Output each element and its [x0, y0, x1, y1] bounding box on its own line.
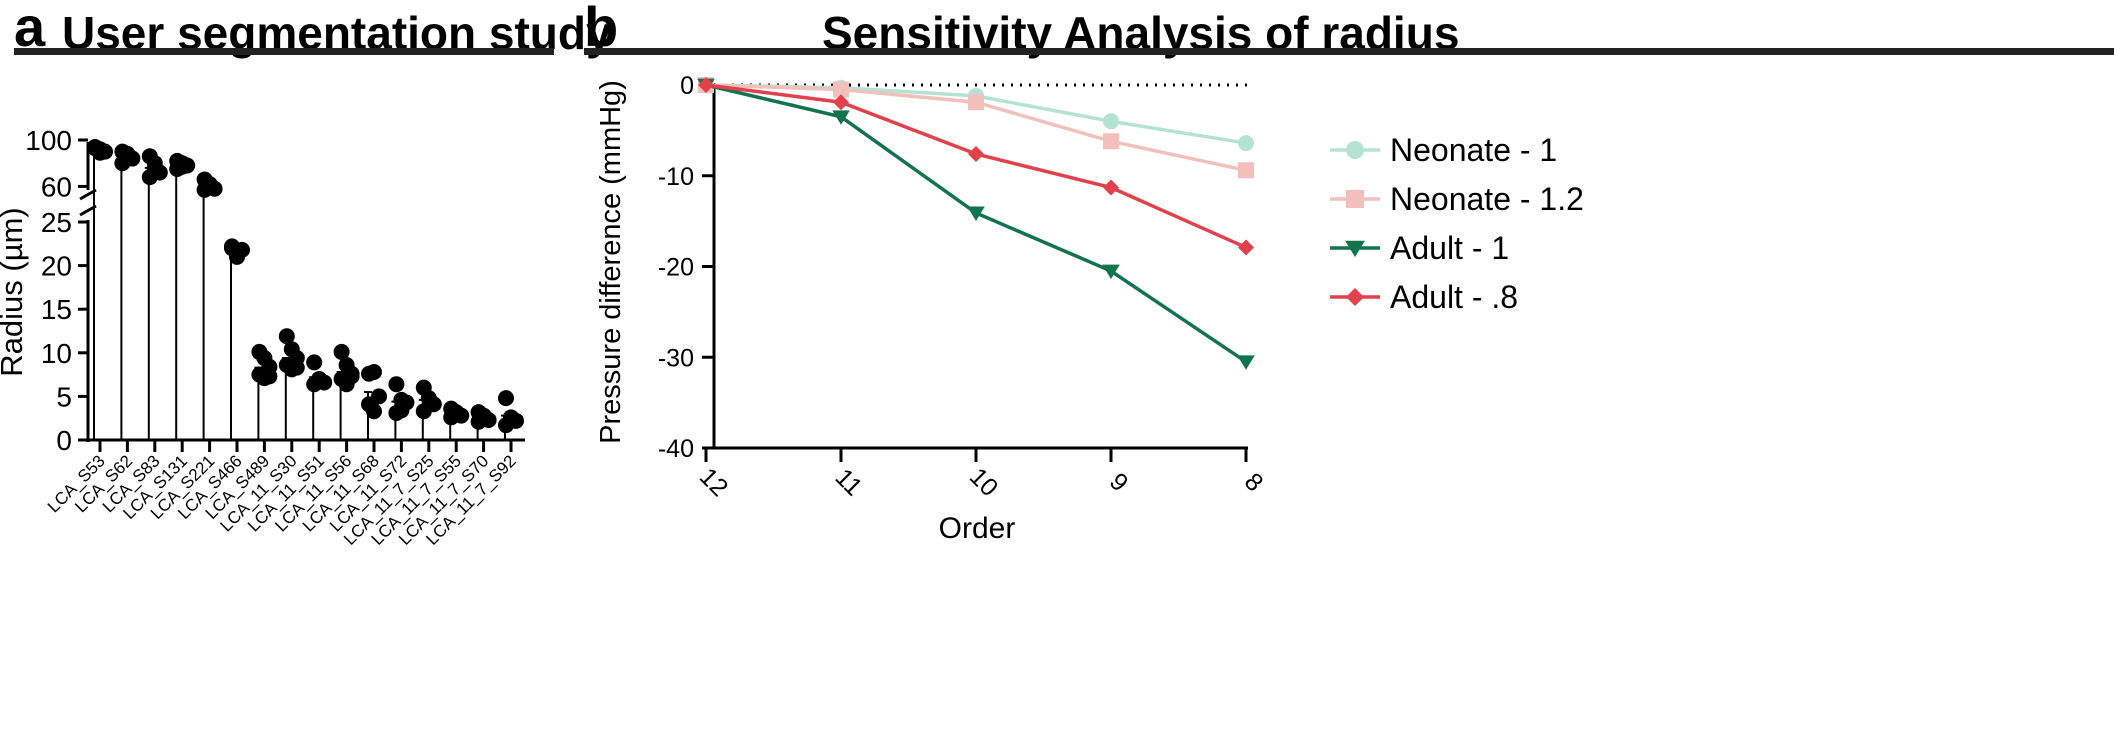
- data-point: [498, 390, 514, 407]
- y-axis-label: Radius (µm): [0, 207, 29, 376]
- panel-b-rule: [584, 48, 2114, 55]
- marker-triangle: [832, 110, 850, 125]
- data-point: [119, 147, 136, 164]
- y-tick-label: -30: [658, 344, 694, 372]
- data-point: [224, 240, 240, 257]
- data-point: [201, 178, 218, 195]
- y-tick-label: 100: [25, 125, 72, 156]
- data-point: [311, 371, 328, 388]
- y-tick-label: 5: [56, 381, 72, 412]
- marker-square: [1238, 162, 1254, 179]
- y-tick-label: 20: [41, 251, 72, 282]
- y-axis-label: Pressure difference (mmHg): [595, 80, 627, 444]
- marker-diamond: [833, 94, 849, 111]
- data-point: [498, 417, 514, 434]
- marker-triangle: [1345, 240, 1365, 257]
- marker-square: [1103, 133, 1119, 150]
- marker-circle: [1103, 113, 1119, 130]
- data-point: [92, 144, 108, 161]
- panel-a-rule: [14, 48, 554, 55]
- data-point: [343, 368, 360, 385]
- data-point: [393, 402, 410, 419]
- marker-diamond: [698, 77, 714, 93]
- legend-label: Adult - .8: [1390, 279, 1518, 315]
- legend-label: Neonate - 1.2: [1390, 181, 1584, 217]
- legend-entry: Neonate - 1: [1330, 132, 1557, 168]
- x-tick-label: 9: [1104, 468, 1134, 498]
- data-point: [388, 376, 405, 393]
- data-point: [261, 368, 278, 385]
- y-tick-label: 15: [41, 294, 72, 325]
- marker-square: [968, 94, 984, 111]
- marker-square: [1346, 190, 1364, 208]
- data-point: [366, 403, 382, 420]
- legend-label: Adult - 1: [1390, 230, 1509, 266]
- marker-triangle: [967, 206, 985, 221]
- y-tick-label: -10: [658, 163, 694, 191]
- x-axis-label: Order: [939, 512, 1016, 545]
- marker-triangle: [1102, 264, 1120, 280]
- series-adult-1: [697, 78, 1255, 370]
- legend-label: Neonate - 1: [1390, 132, 1557, 168]
- marker-circle: [1346, 141, 1364, 159]
- marker-diamond: [1103, 179, 1119, 196]
- data-point: [288, 359, 305, 376]
- data-point: [306, 354, 323, 371]
- data-point: [278, 328, 295, 345]
- x-tick-label: 12: [694, 463, 733, 502]
- legend-entry: Adult - 1: [1330, 230, 1509, 266]
- legend-entry: Neonate - 1.2: [1330, 181, 1584, 217]
- series-line: [705, 83, 1247, 364]
- data-point: [174, 158, 191, 175]
- data-point: [366, 363, 382, 380]
- legend-entry: Adult - .8: [1330, 279, 1518, 315]
- marker-diamond: [968, 145, 984, 162]
- data-point: [443, 409, 460, 426]
- y-tick-label: 0: [680, 72, 694, 100]
- data-point: [470, 413, 487, 430]
- data-point: [146, 161, 163, 177]
- x-tick-label: 8: [1239, 468, 1269, 498]
- data-point: [333, 343, 350, 360]
- y-tick-label: 0: [56, 425, 72, 456]
- y-tick-label: 60: [41, 171, 72, 202]
- marker-diamond: [1346, 288, 1364, 306]
- y-tick-label: 25: [41, 207, 72, 238]
- series-adult-8: [698, 77, 1254, 256]
- marker-diamond: [1238, 239, 1254, 256]
- marker-circle: [1238, 135, 1254, 152]
- x-tick-label: 11: [830, 463, 868, 501]
- y-tick-label: -40: [658, 435, 694, 463]
- marker-triangle: [1237, 355, 1255, 370]
- x-tick-label: 10: [964, 463, 1003, 502]
- y-tick-label: -20: [658, 254, 694, 282]
- data-point: [415, 403, 432, 420]
- marker-square: [833, 81, 849, 98]
- y-tick-label: 10: [41, 338, 72, 369]
